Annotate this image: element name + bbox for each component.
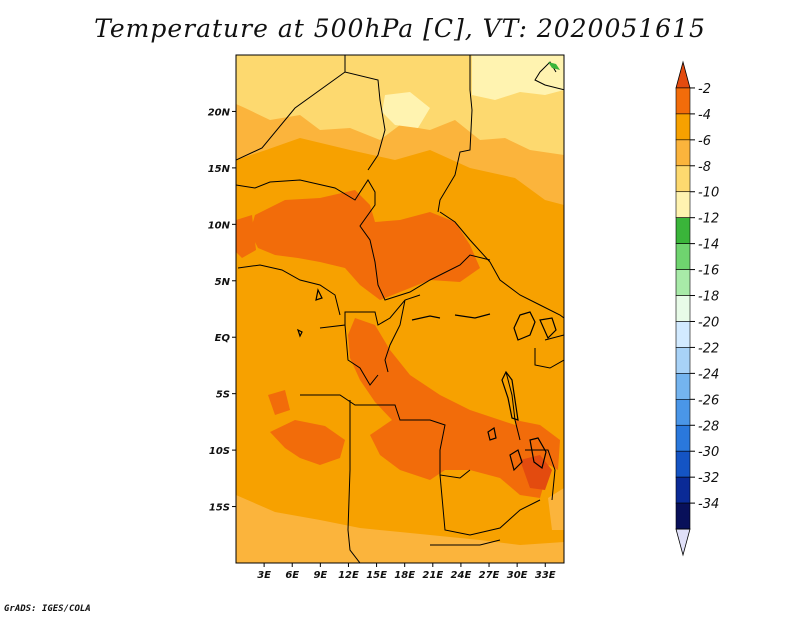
field-west-strip <box>236 215 256 258</box>
country-borders <box>236 55 564 563</box>
colorbar-swatch <box>675 269 691 296</box>
lat-label: 15S <box>209 503 230 514</box>
lon-label: 15E <box>366 570 387 581</box>
colorbar-label: -6 <box>698 134 711 149</box>
colorbar-label: -10 <box>698 186 719 201</box>
lat-label: 5N <box>215 277 231 288</box>
lon-label: 21E <box>422 570 443 581</box>
field-lake-warm <box>515 420 560 470</box>
colorbar-swatch <box>675 139 691 167</box>
colorbar-bottom-arrow <box>675 528 691 557</box>
latitude-axis: 20N 15N 10N 5N EQ 5S 10S 15S <box>208 107 236 514</box>
colorbar-swatch <box>675 191 691 218</box>
field-sahel-warm <box>250 190 480 300</box>
colorbar-swatch <box>675 373 691 400</box>
colorbar: -2 -4 -6 -8 -10 -12 -14 -16 -18 -20 -22 -24 -26 -28 -3… <box>675 60 719 557</box>
field-north-spot <box>382 92 430 128</box>
lon-label: 18E <box>394 570 415 581</box>
lat-label: 10S <box>209 446 230 457</box>
colorbar-top-arrow <box>675 60 691 89</box>
field-west-bright <box>264 62 330 100</box>
colorbar-label: -8 <box>698 160 711 175</box>
colorbar-swatch <box>675 450 691 478</box>
lat-label: 20N <box>208 107 231 118</box>
green-feature <box>548 62 560 70</box>
colorbar-label: -2 <box>698 82 711 97</box>
credit-label: GrADS: IGES/COLA <box>4 604 91 614</box>
field-ne-corner <box>472 55 564 100</box>
lon-label: 6E <box>285 570 299 581</box>
lat-label: 10N <box>208 220 231 231</box>
lon-label: 12E <box>338 570 359 581</box>
colorbar-swatch <box>675 87 691 115</box>
colorbar-label: -16 <box>698 264 719 279</box>
lon-label: 33E <box>535 570 556 581</box>
colorbar-label: -24 <box>698 367 719 382</box>
lat-label: EQ <box>215 333 231 344</box>
colorbar-swatch <box>675 347 691 374</box>
lon-label: 30E <box>507 570 528 581</box>
colorbar-label: -12 <box>698 212 719 227</box>
colorbar-label: -22 <box>698 341 719 356</box>
colorbar-label: -34 <box>698 497 719 512</box>
colorbar-swatch <box>675 243 691 270</box>
lat-label: 5S <box>216 390 230 401</box>
map-title: Temperature at 500hPa [C], VT: 202005161… <box>94 14 706 43</box>
colorbar-swatch <box>675 476 691 504</box>
lon-label: 3E <box>257 570 271 581</box>
map-frame <box>235 54 565 564</box>
colorbar-label: -14 <box>698 238 719 253</box>
lon-label: 9E <box>313 570 327 581</box>
lat-label: 15N <box>208 164 231 175</box>
colorbar-swatch <box>675 165 691 193</box>
colorbar-swatch <box>675 113 691 141</box>
colorbar-label: -28 <box>698 419 719 434</box>
colorbar-swatch <box>675 502 691 530</box>
lon-label: 24E <box>451 570 472 581</box>
colorbar-swatch <box>675 424 691 452</box>
lon-label: 27E <box>479 570 500 581</box>
colorbar-label: -4 <box>698 108 711 123</box>
colorbar-label: -20 <box>698 315 719 330</box>
colorbar-swatch <box>675 295 691 322</box>
field-southwest-warm <box>270 420 345 465</box>
lakes <box>296 288 557 472</box>
longitude-axis: 3E 6E 9E 12E 15E 18E 21E 24E 27E 30E 33E <box>257 563 556 581</box>
field-congo-warm <box>348 318 552 498</box>
colorbar-swatch <box>675 321 691 348</box>
colorbar-swatch <box>675 217 691 244</box>
colorbar-label: -32 <box>698 471 719 486</box>
colorbar-label: -26 <box>698 393 719 408</box>
colorbar-label: -18 <box>698 290 719 305</box>
field-south-band <box>236 495 564 563</box>
colorbar-swatch <box>675 399 691 426</box>
temperature-field <box>236 55 564 563</box>
field-hot-patch <box>520 455 552 490</box>
colorbar-label: -30 <box>698 445 719 460</box>
field-west-tiny <box>268 390 290 415</box>
